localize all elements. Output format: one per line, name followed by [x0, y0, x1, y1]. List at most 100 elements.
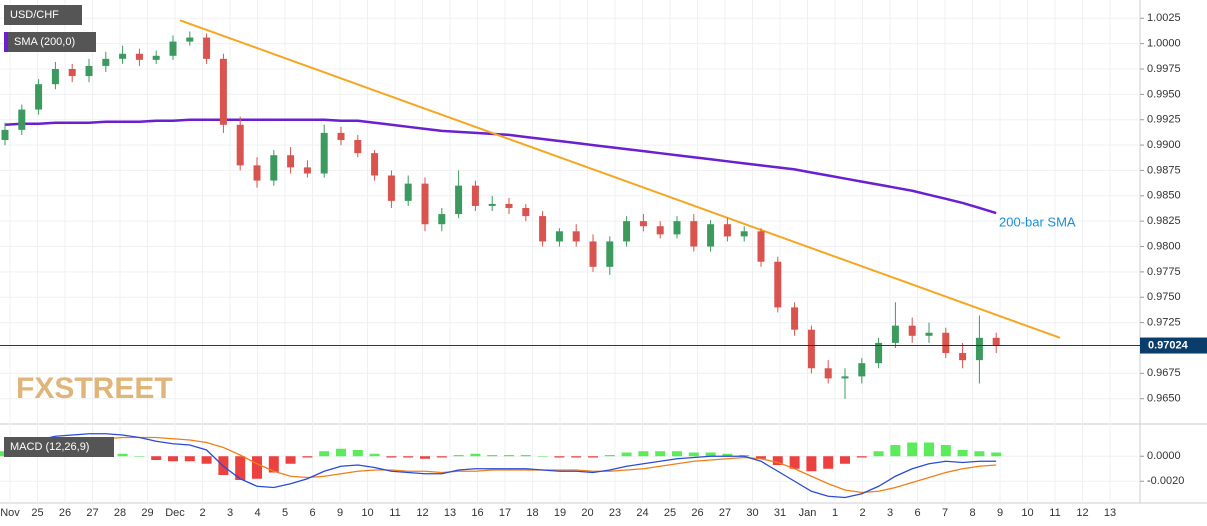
histogram-bar [588, 456, 598, 458]
histogram-bar [352, 450, 363, 457]
x-tick-label: 12 [416, 507, 428, 519]
macd-label: MACD (12,26,9) [10, 441, 89, 453]
x-tick-label: 3 [227, 507, 233, 519]
histogram-bar [319, 451, 330, 457]
candle-body [287, 155, 295, 168]
candle-body [942, 332, 950, 354]
candle-body [774, 261, 782, 308]
histogram-bar [453, 455, 464, 457]
macd-line [4, 433, 997, 499]
histogram-bar [268, 456, 279, 473]
y-tick-label: 0.9725 [1147, 317, 1181, 329]
x-tick-label: 8 [969, 507, 975, 519]
candle-body [690, 221, 698, 247]
histogram-bar [722, 453, 733, 457]
histogram-bar [823, 456, 834, 469]
histogram-bar [285, 456, 296, 464]
x-tick-label: 5 [282, 507, 288, 519]
indicator-label: SMA (200,0) [14, 36, 75, 48]
x-tick-label: 2 [859, 507, 865, 519]
histogram-bar [974, 451, 985, 457]
x-tick-label: 20 [581, 507, 593, 519]
sma-line [4, 118, 997, 215]
histogram-bar [386, 456, 397, 458]
x-tick-label: 2 [199, 507, 205, 519]
candle-body [1, 129, 9, 140]
x-tick-label: Dec [165, 507, 185, 519]
candle-body [891, 325, 899, 343]
y-tick-label: 0.9825 [1147, 215, 1181, 227]
histogram-bar [302, 456, 313, 458]
x-tick-label: 6 [914, 507, 920, 519]
candle-body [707, 224, 715, 247]
candle-body [505, 203, 513, 208]
candle-body [303, 167, 311, 174]
candle-body [320, 132, 328, 174]
x-tick-label: 10 [361, 507, 373, 519]
x-tick-label: 12 [1076, 507, 1088, 519]
current-price-box [1140, 337, 1207, 354]
candle-body [623, 221, 631, 242]
x-tick-label: 10 [1021, 507, 1033, 519]
candle-body [354, 140, 362, 154]
x-tick-label: 7 [942, 507, 948, 519]
current-price-label: 0.97024 [1148, 339, 1189, 351]
histogram-bar [873, 451, 884, 457]
candle-body [253, 165, 261, 181]
y-tick-label: 1.0025 [1147, 12, 1181, 24]
signal-line [4, 436, 997, 494]
x-tick-label: 11 [1049, 507, 1060, 519]
histogram-bar [856, 456, 867, 458]
macd-box [4, 437, 114, 457]
candle-body [975, 337, 983, 361]
histogram-bar [840, 456, 850, 464]
sma-annotation: 200-bar SMA [999, 214, 1076, 229]
x-tick-label: 29 [141, 507, 153, 519]
candle-body [371, 153, 379, 176]
histogram-bar [369, 453, 380, 457]
x-tick-label: 11 [389, 507, 400, 519]
histogram-bar [554, 456, 565, 458]
x-tick-label: 24 [636, 507, 648, 519]
candle-body [85, 65, 93, 77]
candle-body [68, 68, 76, 77]
candle-body [908, 325, 916, 336]
x-tick-label: 1 [832, 507, 838, 519]
candle-body [639, 221, 647, 227]
y-tick-label: 1.0000 [1147, 38, 1181, 50]
y-tick-label: 0.9875 [1147, 164, 1181, 176]
candle-body [471, 185, 479, 206]
histogram-bar [789, 456, 800, 469]
x-tick-label: 25 [664, 507, 676, 519]
x-tick-label: 6 [309, 507, 315, 519]
candle-body [824, 368, 832, 379]
histogram-bar [756, 456, 766, 459]
histogram-bar [520, 455, 531, 457]
x-tick-label: 26 [691, 507, 703, 519]
histogram-bar [907, 442, 918, 457]
x-tick-label: 9 [337, 507, 343, 519]
histogram-bar [168, 456, 178, 462]
indicator-swatch [4, 32, 8, 52]
candle-body [572, 231, 580, 242]
histogram-bar [772, 456, 783, 465]
histogram-bar [403, 456, 414, 458]
candle-body [673, 221, 681, 235]
x-tick-label: 25 [31, 507, 43, 519]
x-tick-label: 27 [719, 507, 731, 519]
candle-body [438, 214, 446, 225]
y-tick-label: 0.9950 [1147, 88, 1181, 100]
candle-body [992, 337, 1000, 346]
histogram-bar [537, 456, 548, 457]
histogram-bar [235, 456, 246, 480]
candle-body [555, 231, 563, 242]
candle-body [169, 41, 177, 56]
indicator-box [4, 32, 96, 52]
candle-body [723, 224, 731, 237]
histogram-bar [940, 445, 951, 457]
x-tick-label: 18 [526, 507, 538, 519]
y-tick-label: 0.0000 [1147, 450, 1181, 462]
y-tick-label: 0.9925 [1147, 114, 1181, 126]
candle-body [51, 68, 59, 85]
x-tick-label: 23 [609, 507, 621, 519]
